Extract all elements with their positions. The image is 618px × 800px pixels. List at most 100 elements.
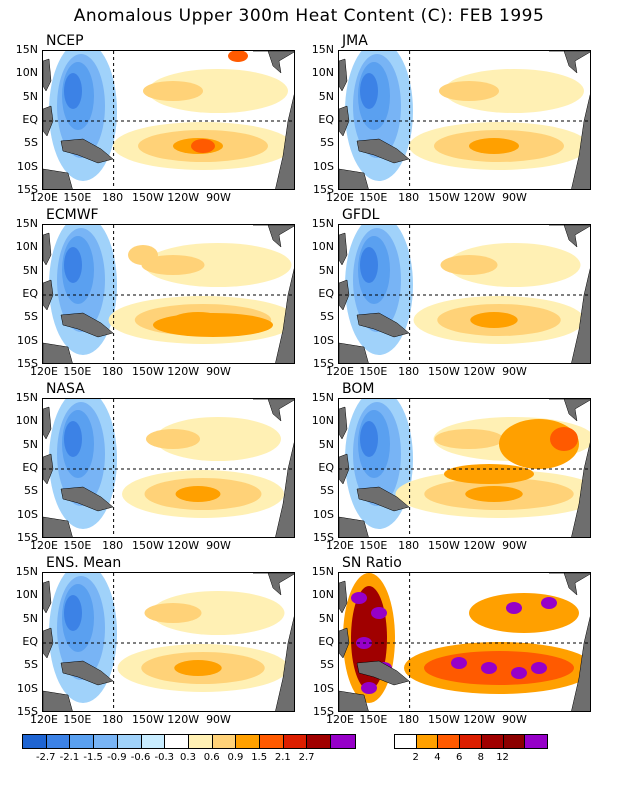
lon-tick-label: 120E <box>326 713 354 726</box>
warm-anomaly <box>550 427 578 451</box>
warm-anomaly <box>143 81 203 101</box>
map-canvas <box>339 225 590 363</box>
colorbar-swatch <box>141 735 166 748</box>
new-guinea-land <box>356 486 410 512</box>
lat-tick-label: EQ <box>318 113 334 126</box>
australia-land <box>339 168 369 189</box>
warm-anomaly <box>128 245 158 265</box>
lat-tick-label: 5S <box>320 310 334 324</box>
lon-tick-label: 120W <box>167 365 200 378</box>
colorbar-label: 2 <box>412 752 419 763</box>
borneo-land <box>43 453 54 485</box>
colorbar-swatch <box>503 735 526 748</box>
lon-tick-label: 90W <box>502 365 527 378</box>
lat-tick-label: 10S <box>313 507 334 521</box>
lon-tick-label: 120E <box>326 191 354 204</box>
colorbar-swatch <box>188 735 213 748</box>
colorbar-swatch <box>460 735 482 748</box>
lat-tick-label: 10N <box>311 240 334 254</box>
lat-tick-label: 5N <box>318 89 334 103</box>
warm-anomaly <box>447 243 581 287</box>
map-panel <box>338 572 591 712</box>
panel-title: BOM <box>342 381 375 397</box>
lat-tick-label: 10N <box>15 588 38 602</box>
lon-tick-label: 150W <box>131 713 164 726</box>
colorbar-swatch <box>70 735 95 748</box>
central-america-land <box>549 51 590 74</box>
sn-region <box>506 602 522 614</box>
lon-tick-label: 150E <box>63 713 92 726</box>
australia-land <box>43 168 73 189</box>
lon-tick-label: 120E <box>30 365 58 378</box>
cold-anomaly <box>64 247 82 283</box>
australia-land <box>43 516 73 537</box>
new-guinea-land <box>60 312 114 338</box>
colorbar-label: -2.7 <box>35 752 56 763</box>
colorbar-label: 4 <box>434 752 441 763</box>
cold-anomaly <box>360 421 378 457</box>
central-america-land <box>253 399 294 422</box>
lon-tick-label: 150W <box>427 539 460 552</box>
warm-anomaly <box>141 255 205 275</box>
lat-tick-label: 15N <box>311 565 334 578</box>
central-america-land <box>549 399 590 422</box>
lat-tick-label: 15S <box>313 183 334 196</box>
new-guinea-land <box>356 660 410 686</box>
lon-tick-label: 150E <box>63 191 92 204</box>
map-panel <box>338 50 591 190</box>
lon-tick-label: 120W <box>167 539 200 552</box>
lat-tick-label: 5N <box>22 89 38 103</box>
borneo-land <box>43 627 54 659</box>
lat-tick-label: 10S <box>17 159 38 173</box>
warm-anomaly <box>444 69 584 113</box>
map-canvas <box>43 399 294 537</box>
new-guinea-land <box>60 660 114 686</box>
lon-tick-label: 180 <box>398 191 420 204</box>
lat-tick-label: 15N <box>311 391 334 404</box>
map-canvas <box>43 573 294 711</box>
warm-anomaly <box>155 417 281 461</box>
lon-tick-label: 120E <box>326 365 354 378</box>
colorbar-label: 0.9 <box>227 752 244 763</box>
australia-land <box>339 342 369 363</box>
central-america-land <box>549 573 590 596</box>
lat-tick-label: 10S <box>17 333 38 347</box>
map-panel <box>42 398 295 538</box>
map-canvas <box>43 225 294 363</box>
lat-tick-label: 15N <box>15 217 38 230</box>
lon-tick-label: 150E <box>63 539 92 552</box>
lon-tick-label: 150E <box>63 365 92 378</box>
borneo-land <box>339 279 350 311</box>
lat-tick-label: 10N <box>15 414 38 428</box>
map-canvas <box>43 51 294 189</box>
panel-title: ECMWF <box>46 207 99 223</box>
colorbar-label: 2.1 <box>274 752 291 763</box>
colorbar-swatch <box>212 735 237 748</box>
warm-anomaly <box>153 313 273 337</box>
lat-tick-label: 5S <box>320 136 334 150</box>
new-guinea-land <box>60 138 114 164</box>
colorbar-swatch <box>165 735 189 748</box>
warm-anomaly <box>228 51 248 62</box>
americas-land <box>275 94 294 189</box>
sn-region <box>541 597 557 609</box>
lat-tick-label: 5N <box>318 263 334 277</box>
lat-tick-label: 5N <box>22 611 38 625</box>
panel-title: ENS. Mean <box>46 555 122 571</box>
central-america-land <box>253 51 294 74</box>
colorbar-swatch <box>46 735 71 748</box>
australia-land <box>43 342 73 363</box>
lat-tick-label: 10S <box>17 681 38 695</box>
colorbar-swatch <box>260 735 284 748</box>
lat-tick-label: 5S <box>24 658 38 672</box>
lon-tick-label: 120W <box>167 713 200 726</box>
warm-anomaly <box>175 486 221 502</box>
lon-tick-label: 90W <box>206 365 231 378</box>
colorbar-swatch <box>23 735 47 748</box>
lat-tick-label: 15S <box>313 357 334 370</box>
cold-anomaly <box>64 421 82 457</box>
philippines-land <box>43 406 52 440</box>
colorbar-label: -1.5 <box>83 752 103 763</box>
colorbar-label: 8 <box>477 752 485 763</box>
cold-anomaly <box>64 73 82 109</box>
